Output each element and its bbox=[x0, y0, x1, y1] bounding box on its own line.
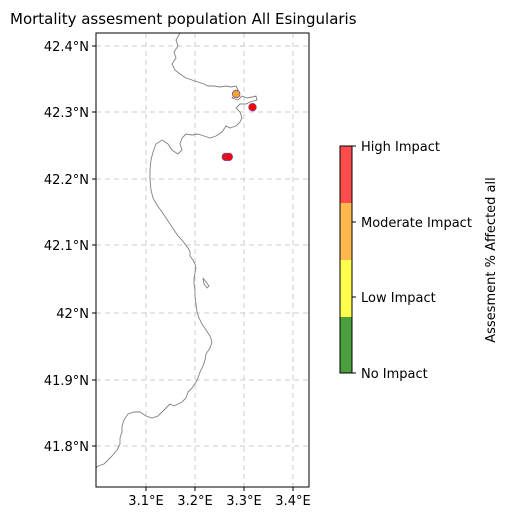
y-tick-label: 42°N bbox=[56, 307, 89, 322]
colorbar-tick-label: Moderate Impact bbox=[361, 216, 472, 231]
y-tick-label: 42.4°N bbox=[44, 40, 89, 55]
colorbar-band-moderate-impact bbox=[340, 203, 352, 260]
map-title: Mortality assesment population All Esing… bbox=[10, 10, 357, 28]
gridlines bbox=[96, 33, 309, 487]
data-point bbox=[231, 89, 241, 99]
colorbar-band-no-impact bbox=[340, 317, 352, 373]
y-tick-label: 41.9°N bbox=[44, 374, 89, 389]
y-axis: 42.4°N 42.3°N 42.2°N 42.1°N 42°N 41.9°N … bbox=[44, 40, 96, 455]
x-axis: 3.1°E 3.2°E 3.3°E 3.4°E bbox=[128, 487, 311, 509]
map-frame bbox=[95, 32, 310, 488]
data-points bbox=[221, 89, 257, 162]
x-tick-label: 3.2°E bbox=[177, 494, 212, 509]
colorbar-band-low-impact bbox=[340, 260, 352, 317]
x-tick-label: 3.1°E bbox=[128, 494, 163, 509]
x-tick-label: 3.3°E bbox=[226, 494, 261, 509]
y-tick-label: 42.3°N bbox=[44, 106, 89, 121]
data-point bbox=[224, 152, 233, 162]
y-tick-label: 42.2°N bbox=[44, 173, 89, 188]
colorbar-tick-label: High Impact bbox=[361, 140, 440, 155]
y-tick-label: 42.1°N bbox=[44, 239, 89, 254]
x-tick-label: 3.4°E bbox=[275, 494, 310, 509]
y-tick-label: 41.8°N bbox=[44, 440, 89, 455]
data-point bbox=[248, 102, 257, 112]
coastline-inlet bbox=[202, 277, 210, 289]
colorbar: High Impact Moderate Impact Low Impact N… bbox=[339, 140, 499, 382]
colorbar-tick-label: No Impact bbox=[361, 367, 428, 382]
colorbar-tick-label: Low Impact bbox=[361, 291, 436, 306]
map-panel bbox=[95, 32, 310, 488]
colorbar-frame bbox=[339, 145, 353, 374]
colorbar-band-high-impact bbox=[340, 146, 352, 203]
colorbar-label: Assesment % Affected all bbox=[484, 177, 499, 343]
